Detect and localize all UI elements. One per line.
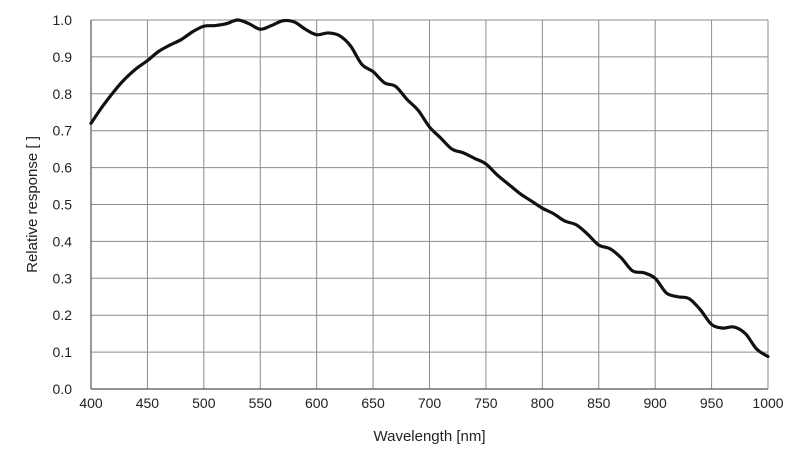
x-axis-title: Wavelength [nm]: [374, 428, 486, 445]
x-tick-label: 650: [361, 395, 385, 411]
y-tick-label: 0.8: [53, 86, 73, 102]
x-tick-label: 900: [643, 395, 667, 411]
y-tick-labels: 0.0 0.1 0.2 0.3 0.4 0.5 0.6 0.7 0.8 0.9 1.0: [53, 12, 73, 397]
x-tick-label: 700: [418, 395, 442, 411]
y-tick-label: 0.1: [53, 344, 73, 360]
x-tick-labels: 400 450 500 550 600 650 700 750 800 850 900 950 1000: [79, 395, 783, 411]
x-tick-label: 800: [531, 395, 555, 411]
series-group: [89, 18, 770, 359]
y-tick-label: 0.9: [53, 49, 73, 65]
y-tick-label: 0.5: [53, 197, 73, 213]
x-tick-label: 600: [305, 395, 329, 411]
y-tick-label: 0.0: [53, 381, 73, 397]
y-tick-label: 0.6: [53, 160, 73, 176]
x-tick-label: 750: [474, 395, 498, 411]
y-tick-label: 0.7: [53, 123, 73, 139]
y-tick-label: 1.0: [53, 12, 73, 28]
response-curve: [89, 18, 770, 359]
y-tick-label: 0.4: [53, 233, 73, 249]
x-tick-label: 850: [587, 395, 611, 411]
x-tick-label: 500: [192, 395, 216, 411]
y-tick-label: 0.2: [53, 307, 73, 323]
x-tick-label: 400: [79, 395, 103, 411]
y-axis-title: Relative response [ ]: [24, 136, 41, 273]
x-tick-label: 550: [249, 395, 273, 411]
y-tick-label: 0.3: [53, 270, 73, 286]
x-tick-label: 450: [136, 395, 160, 411]
grid: [90, 19, 769, 390]
x-tick-label: 1000: [752, 395, 783, 411]
x-tick-label: 950: [700, 395, 724, 411]
